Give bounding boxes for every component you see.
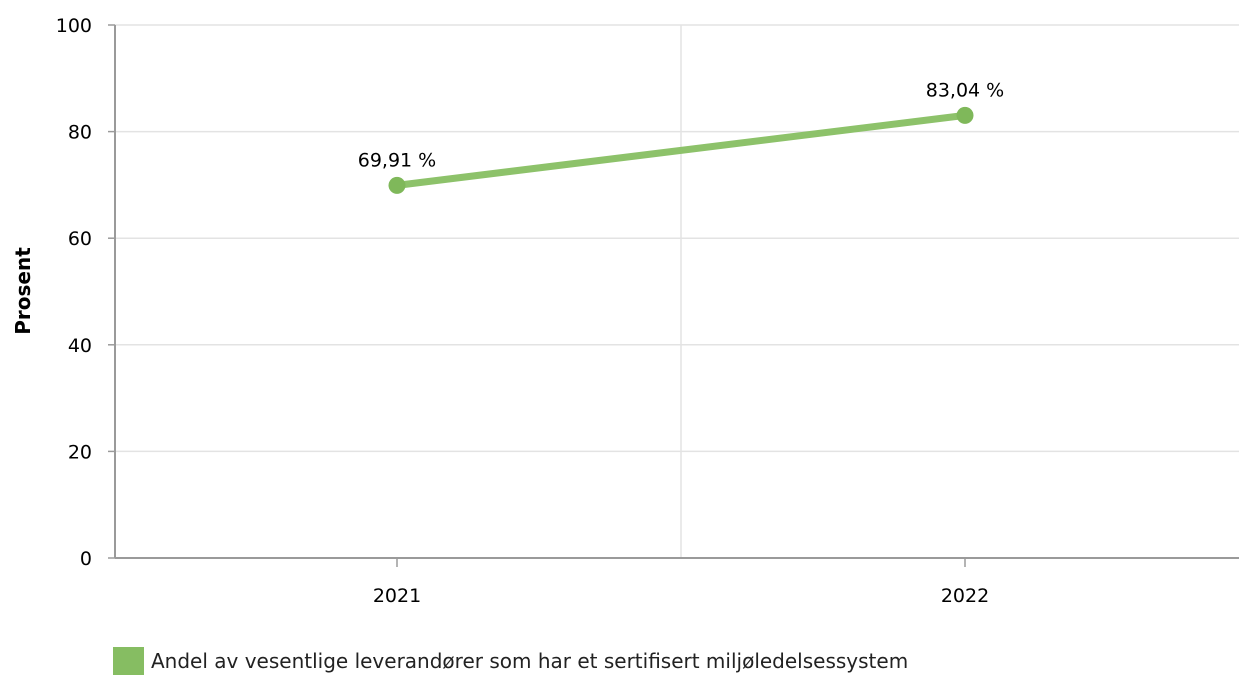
series-group (388, 106, 974, 194)
y-axis-title: Prosent (11, 247, 35, 335)
y-tick-label: 0 (80, 548, 92, 570)
legend: Andel av vesentlige leverandører som har… (113, 647, 908, 675)
data-point (956, 106, 974, 124)
grid-lines (115, 24, 1239, 558)
axes (108, 24, 1239, 567)
y-tick-label: 80 (68, 122, 92, 144)
y-tick-label: 20 (68, 441, 92, 463)
x-tick-label: 2021 (373, 585, 421, 607)
y-tick-label: 100 (56, 15, 92, 37)
labels: 0 20 40 60 80 100 2021 2022 69,91 % 83,04 % (56, 15, 1005, 607)
legend-swatch (113, 647, 144, 675)
data-label: 69,91 % (358, 149, 437, 171)
data-label: 83,04 % (926, 79, 1005, 101)
legend-label: Andel av vesentlige leverandører som har… (151, 649, 909, 673)
data-point (388, 176, 406, 194)
y-tick-label: 40 (68, 335, 92, 357)
y-tick-label: 60 (68, 228, 92, 250)
x-tick-label: 2022 (941, 585, 989, 607)
series-line (393, 111, 969, 189)
